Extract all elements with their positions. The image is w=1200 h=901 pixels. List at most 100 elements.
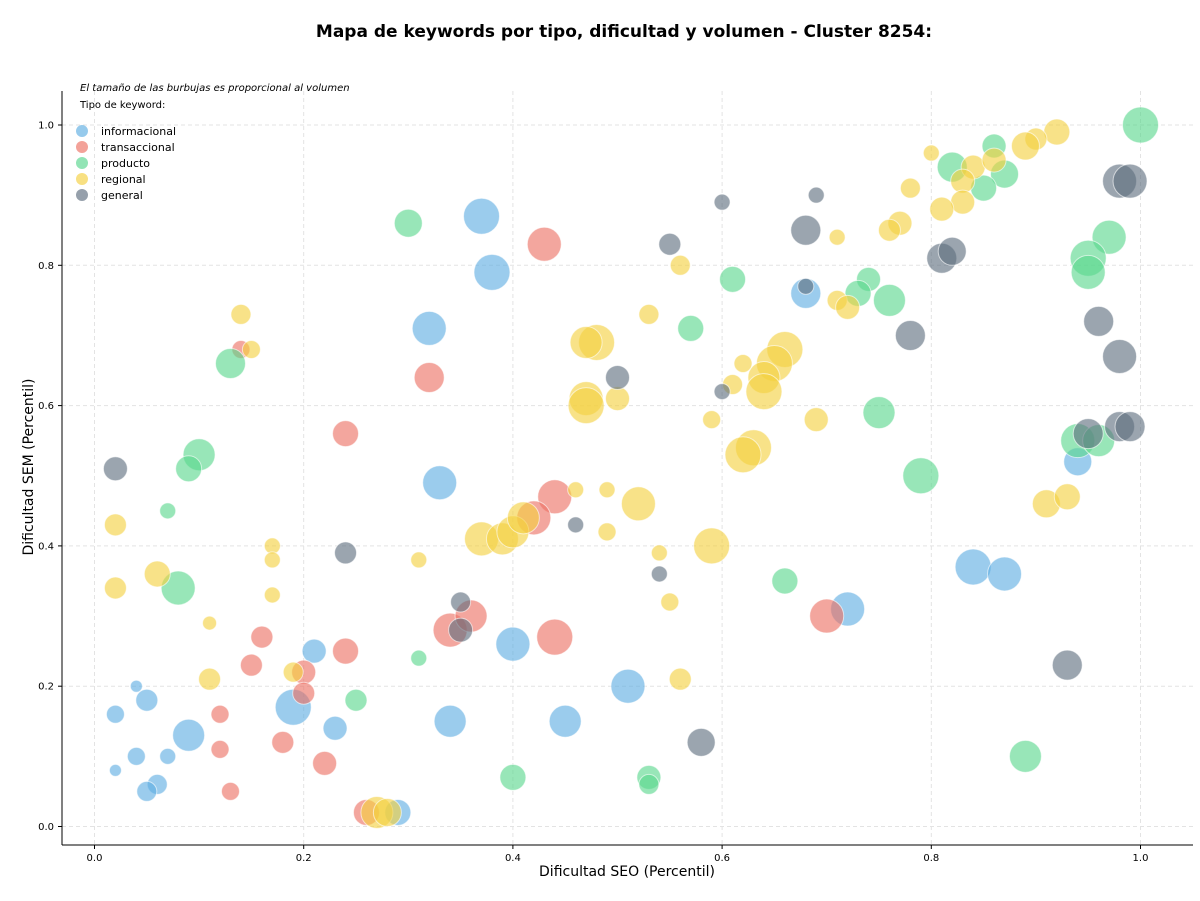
series-general xyxy=(102,163,1148,757)
general-bubble xyxy=(605,365,630,391)
producto-bubble xyxy=(393,208,423,238)
informacional-bubble xyxy=(159,747,177,765)
general-bubble xyxy=(448,617,474,643)
regional-bubble xyxy=(597,522,617,542)
informacional-bubble xyxy=(301,638,327,664)
general-bubble xyxy=(790,214,822,246)
producto-bubble xyxy=(719,265,747,293)
regional-bubble xyxy=(745,373,783,411)
informacional-bubble xyxy=(105,704,125,724)
producto-bubble xyxy=(175,455,203,483)
y-tick-label: 0.2 xyxy=(38,682,54,693)
transaccional-bubble xyxy=(220,781,240,801)
producto-bubble xyxy=(872,283,906,317)
informacional-bubble xyxy=(129,679,143,693)
general-bubble xyxy=(713,383,731,401)
informacional-bubble xyxy=(322,715,348,741)
producto-bubble xyxy=(771,567,799,595)
producto-bubble xyxy=(638,773,660,795)
informacional-bubble xyxy=(172,718,206,752)
producto-bubble xyxy=(214,348,246,380)
regional-bubble xyxy=(828,228,846,246)
regional-bubble xyxy=(929,196,955,222)
y-axis-ticks: 0.0 0.2 0.4 0.6 0.8 1.0 xyxy=(38,121,62,833)
regional-bubble xyxy=(506,501,540,535)
producto-bubble xyxy=(1070,254,1106,290)
regional-bubble xyxy=(241,339,261,359)
transaccional-bubble xyxy=(271,730,295,754)
producto-bubble xyxy=(410,649,428,667)
general-bubble xyxy=(686,727,716,757)
transaccional-bubble xyxy=(526,226,562,262)
informacional-bubble xyxy=(548,704,582,738)
transaccional-bubble xyxy=(250,625,274,649)
informacional-bubble xyxy=(411,310,447,346)
x-axis-label: Dificultad SEO (Percentil) xyxy=(539,864,715,880)
regional-bubble xyxy=(103,576,127,600)
regional-bubble xyxy=(1043,118,1071,146)
regional-bubble xyxy=(877,218,901,242)
general-bubble xyxy=(1102,338,1138,374)
general-bubble xyxy=(713,193,731,211)
informacional-bubble xyxy=(422,465,458,501)
regional-bubble xyxy=(263,551,281,569)
transaccional-bubble xyxy=(536,618,574,656)
regional-bubble xyxy=(372,797,402,827)
general-bubble xyxy=(450,591,472,613)
transaccional-bubble xyxy=(332,420,360,448)
regional-bubble xyxy=(803,407,829,433)
transaccional-bubble xyxy=(292,681,316,705)
legend-marker-general xyxy=(76,189,88,201)
regional-bubble xyxy=(899,177,921,199)
y-tick-label: 0.0 xyxy=(38,822,54,833)
informacional-bubble xyxy=(610,668,646,704)
regional-bubble xyxy=(569,325,603,359)
regional-bubble xyxy=(230,303,252,325)
chart-title: Mapa de keywords por tipo, dificultad y … xyxy=(316,22,932,42)
transaccional-bubble xyxy=(413,362,445,394)
regional-bubble xyxy=(950,168,976,194)
general-bubble xyxy=(658,232,682,256)
producto-bubble xyxy=(159,502,177,520)
legend-label-transaccional: transaccional xyxy=(101,141,175,154)
y-tick-label: 0.4 xyxy=(38,541,54,552)
x-tick-label: 0.6 xyxy=(714,853,730,864)
legend-label-producto: producto xyxy=(101,157,150,170)
transaccional-bubble xyxy=(809,598,845,634)
regional-bubble xyxy=(650,544,668,562)
regional-bubble xyxy=(702,410,722,430)
general-bubble xyxy=(1051,649,1083,681)
legend-marker-producto xyxy=(76,157,88,169)
grid-lines xyxy=(62,91,1193,845)
general-bubble xyxy=(650,565,668,583)
producto-bubble xyxy=(499,763,527,791)
informacional-bubble xyxy=(433,704,467,738)
regional-bubble xyxy=(733,354,753,374)
producto-bubble xyxy=(1122,106,1159,144)
regional-bubble xyxy=(668,667,692,691)
general-bubble xyxy=(1072,418,1104,450)
legend-title: Tipo de keyword: xyxy=(79,100,165,111)
x-tick-label: 0.4 xyxy=(505,853,521,864)
y-tick-label: 0.8 xyxy=(38,261,54,272)
transaccional-bubble xyxy=(210,704,230,724)
legend: informacional transaccional producto region… xyxy=(76,125,176,202)
general-bubble xyxy=(807,186,825,204)
regional-bubble xyxy=(835,294,861,320)
regional-bubble xyxy=(693,527,731,565)
regional-bubble xyxy=(410,551,428,569)
informacional-bubble xyxy=(108,763,122,777)
producto-bubble xyxy=(902,457,940,495)
regional-bubble xyxy=(922,144,940,162)
bubble-size-note: El tamaño de las burbujas es proporciona… xyxy=(80,83,350,94)
regional-bubble xyxy=(263,586,281,604)
informacional-bubble xyxy=(136,780,158,802)
general-bubble xyxy=(102,456,128,482)
producto-bubble xyxy=(160,570,196,606)
general-bubble xyxy=(797,277,815,295)
general-bubble xyxy=(334,541,358,565)
informacional-bubble xyxy=(463,197,501,235)
regional-bubble xyxy=(282,661,304,683)
producto-bubble xyxy=(677,314,705,342)
